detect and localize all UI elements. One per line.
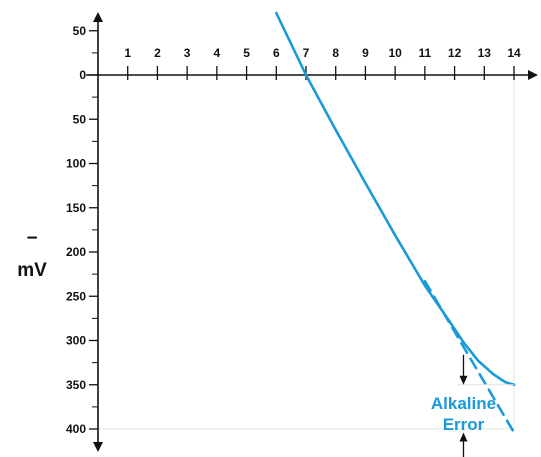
x-tick-label: 8 xyxy=(332,46,339,60)
x-tick-label: 7 xyxy=(303,46,310,60)
y-tick-label: 350 xyxy=(66,378,86,392)
y-tick-label: 100 xyxy=(66,157,86,171)
y-tick-label: 150 xyxy=(66,201,86,215)
y-axis-down-arrow xyxy=(93,442,103,452)
y-tick-label: 50 xyxy=(73,24,87,38)
ideal-response-dashed-line xyxy=(423,279,516,434)
y-axis-title: mV xyxy=(17,260,47,281)
x-tick-label: 9 xyxy=(362,46,369,60)
x-tick-label: 1 xyxy=(124,46,131,60)
x-tick-label: 13 xyxy=(478,46,492,60)
y-tick-label: 300 xyxy=(66,334,86,348)
annotation-up-arrow-head xyxy=(459,432,468,442)
x-tick-label: 10 xyxy=(388,46,402,60)
y-axis-sign: − xyxy=(26,228,37,249)
x-tick-label: 2 xyxy=(154,46,161,60)
y-tick-label: 400 xyxy=(66,422,86,436)
x-tick-label: 6 xyxy=(273,46,280,60)
annotation-text-line: Error xyxy=(443,415,485,434)
y-tick-label: 50 xyxy=(73,112,87,126)
y-tick-label: 0 xyxy=(79,68,86,82)
x-tick-label: 3 xyxy=(184,46,191,60)
x-tick-label: 12 xyxy=(448,46,462,60)
x-tick-label: 14 xyxy=(507,46,521,60)
annotation-down-arrow-head xyxy=(459,375,468,385)
x-axis-arrow xyxy=(528,70,538,80)
y-tick-label: 200 xyxy=(66,245,86,259)
x-tick-label: 5 xyxy=(243,46,250,60)
y-tick-label: 250 xyxy=(66,289,86,303)
annotation-text-line: Alkaline xyxy=(431,394,496,413)
y-axis-up-arrow xyxy=(93,12,103,22)
x-tick-label: 11 xyxy=(419,46,432,60)
x-tick-label: 4 xyxy=(214,46,221,60)
